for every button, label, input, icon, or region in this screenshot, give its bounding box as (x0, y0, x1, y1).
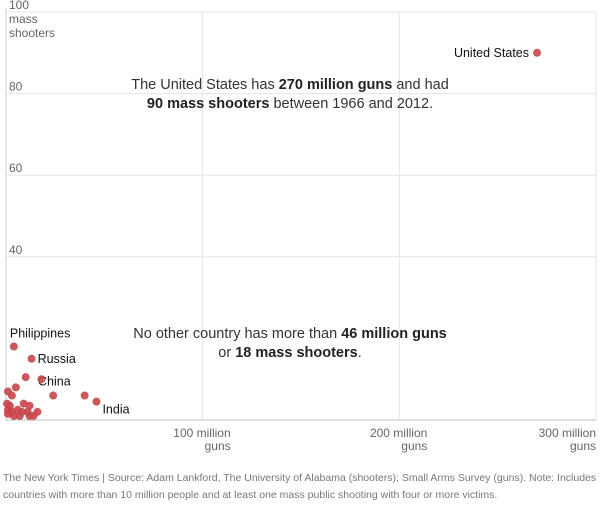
annot-text: . (357, 345, 362, 361)
y-tick-label: 80 (9, 80, 23, 94)
point-label: India (102, 403, 129, 417)
point-label: Philippines (10, 327, 70, 341)
data-point (21, 373, 30, 382)
x-tick-label: guns (205, 439, 231, 453)
data-point (92, 397, 101, 406)
annot-bold-guns: 46 million guns (341, 326, 447, 342)
data-point (11, 383, 20, 392)
annot-text: and had (392, 77, 449, 93)
point-label: China (38, 375, 71, 389)
annot-text: or (218, 345, 236, 361)
annotation-united-states: The United States has 270 million guns a… (120, 76, 460, 114)
y-tick-label: 60 (9, 161, 23, 175)
source-note: Source: Adam Lankford, The University of… (3, 472, 597, 501)
data-point (49, 391, 58, 400)
chart-footer: The New York Times | Source: Adam Lankfo… (3, 470, 597, 504)
y-tick-label: 100 (9, 0, 29, 12)
annot-bold-guns: 270 million guns (278, 77, 393, 93)
annot-bold-shooters: 18 mass shooters (235, 345, 358, 361)
data-point (533, 48, 541, 57)
data-point (25, 401, 34, 410)
annot-bold-shooters: 90 mass shooters (146, 96, 270, 112)
y-tick-label: 40 (9, 243, 23, 257)
data-point (9, 342, 18, 351)
credit-text: The New York Times (3, 472, 100, 484)
grid-lines (5, 8, 597, 421)
data-point (7, 391, 16, 400)
data-point (9, 411, 18, 420)
point-label: Russia (38, 352, 76, 366)
annot-text: The United States has (131, 77, 279, 93)
x-tick-label: guns (570, 439, 596, 453)
y-axis-unit-label: shooters (9, 26, 55, 40)
data-point (80, 391, 89, 400)
x-tick-label: 200 million (370, 426, 427, 440)
data-points: United States Philippines Russia China India (2, 46, 541, 420)
annot-text: between 1966 and 2012. (269, 96, 434, 112)
data-point (29, 411, 38, 420)
data-point (27, 354, 36, 363)
data-point (15, 411, 24, 420)
footer-separator: | (102, 472, 105, 484)
data-point (37, 375, 46, 384)
annotation-other-countries: No other country has more than 46 millio… (120, 325, 460, 363)
x-tick-label: 300 million (539, 426, 596, 440)
point-label: United States (454, 46, 529, 60)
annot-text: No other country has more than (133, 326, 342, 342)
y-axis-unit-label: mass (9, 12, 38, 26)
x-tick-label: guns (401, 439, 427, 453)
x-tick-label: 100 million (173, 426, 230, 440)
